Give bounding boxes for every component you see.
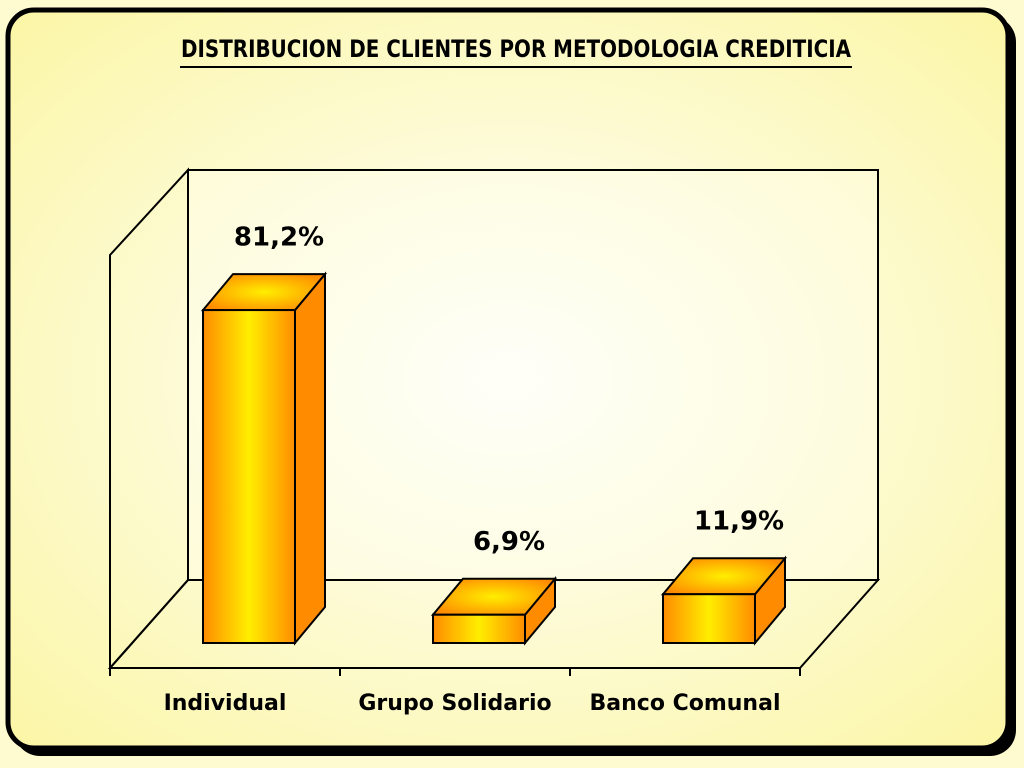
bar: [200, 271, 328, 646]
value-label: 6,9%: [473, 527, 545, 557]
x-tick-label: Grupo Solidario: [358, 691, 551, 716]
value-label: 11,9%: [694, 507, 784, 537]
bar-front: [432, 613, 526, 645]
bar-side: [294, 271, 326, 646]
x-tick-label: Banco Comunal: [590, 691, 781, 716]
value-label: 81,2%: [234, 223, 324, 253]
bar: [660, 555, 788, 646]
bar: [430, 575, 558, 646]
bar-front: [202, 309, 296, 644]
bar-front: [662, 593, 756, 645]
chart-title: DISTRIBUCION DE CLIENTES POR METODOLOGIA…: [181, 35, 851, 63]
plot-box: [107, 167, 881, 676]
x-tick-label: Individual: [164, 691, 287, 716]
